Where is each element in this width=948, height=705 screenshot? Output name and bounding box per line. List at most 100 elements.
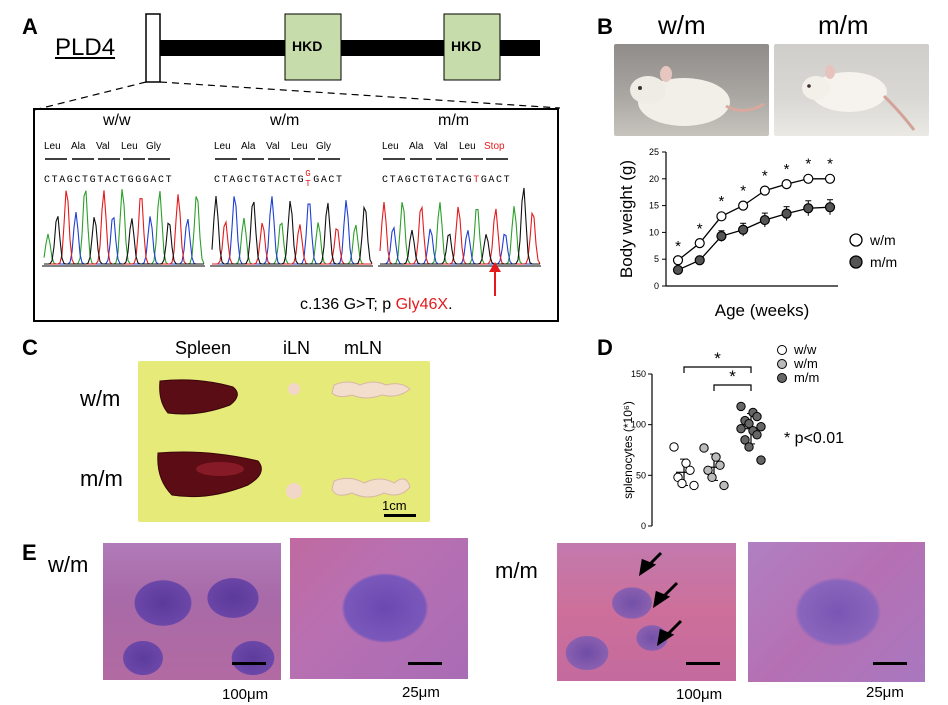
codon: Val	[266, 141, 280, 152]
data-point	[756, 421, 766, 432]
legend-label: w/m	[869, 232, 896, 248]
scale-bar-e4	[873, 662, 907, 665]
data-point	[685, 465, 695, 475]
data-point	[744, 418, 754, 429]
y-axis-label: Body weight (g)	[617, 160, 636, 278]
organ-row-label-mm: m/m	[80, 466, 123, 491]
data-point	[824, 173, 836, 184]
significance-bracket	[713, 384, 752, 391]
het-bottom: T	[305, 179, 313, 189]
data-point	[803, 203, 814, 214]
data-point	[711, 452, 721, 462]
chromatogram-trace	[380, 202, 540, 265]
splenocyte-chart: 0 50 100 150 splenocytes (*10⁶) * * w/ww/mm/m	[621, 342, 819, 531]
y-tick-label: 10	[649, 227, 659, 237]
data-point	[669, 442, 679, 452]
genotype-ww: w/w	[103, 112, 131, 129]
data-point	[677, 478, 687, 489]
spleen-wm	[159, 379, 238, 415]
hkd-label-1: HKD	[292, 38, 323, 54]
legend-label: m/m	[794, 370, 819, 385]
legend-label: w/w	[793, 342, 817, 357]
data-point	[694, 238, 705, 249]
scale-label-e3: 100μm	[676, 686, 723, 703]
significance-star: *	[675, 238, 681, 255]
hkd-domain-2	[443, 13, 501, 81]
significance-star: *	[697, 220, 703, 237]
significance-star: *	[805, 156, 811, 173]
data-point	[689, 480, 699, 491]
photo-label-mm: m/m	[818, 10, 869, 40]
significance-star: *	[740, 182, 746, 199]
histology-mm-high	[748, 542, 925, 682]
mutation-arrow-icon	[489, 262, 501, 296]
data-point	[672, 264, 684, 276]
seq-suffix: GACT	[480, 175, 512, 186]
data-point	[752, 430, 762, 440]
scale-bar-1cm	[384, 514, 416, 517]
scale-label-e4: 25μm	[866, 684, 904, 701]
significance-star: *	[762, 167, 768, 184]
organ-photo	[138, 361, 430, 522]
gene-bar	[150, 40, 540, 56]
histology-wm-low	[103, 543, 281, 680]
organ-label-mln: mLN	[344, 338, 383, 358]
data-point	[756, 455, 766, 465]
organ-row-label-wm: w/m	[80, 386, 121, 411]
chromatogram-trace	[212, 219, 372, 265]
data-point	[703, 465, 713, 475]
gene-diagram	[33, 13, 561, 111]
scale-label-e1: 100μm	[222, 686, 269, 703]
significance-star: *	[729, 367, 736, 386]
het-top: G	[305, 169, 313, 179]
data-point	[738, 200, 749, 211]
sequencing-box	[33, 108, 559, 322]
legend-marker	[777, 373, 787, 383]
histo-label-wm: w/m	[48, 552, 89, 577]
codon: Ala	[409, 141, 424, 152]
hkd-domain-1	[284, 13, 342, 81]
genotype-wm: w/m	[270, 112, 300, 129]
legend-label: w/m	[793, 356, 818, 371]
gene-name: PLD4	[55, 34, 116, 61]
x-axis-label: Age (weeks)	[715, 301, 809, 320]
panel-e-letter: E	[22, 540, 37, 565]
zoom-line-left	[33, 81, 147, 111]
y-axis-label: splenocytes (*10⁶)	[621, 401, 635, 499]
iln-mm	[286, 483, 302, 499]
data-point	[740, 435, 750, 445]
scale-label-e2: 25μm	[402, 684, 440, 701]
significance-star: *	[719, 193, 725, 210]
data-point	[699, 443, 709, 453]
data-point	[707, 472, 717, 483]
exon-box	[145, 13, 161, 83]
histology-wm-high	[290, 538, 468, 679]
chromatograms	[42, 187, 541, 267]
mutation-protein: Gly46X	[395, 296, 449, 313]
mouse-photo-mm	[774, 44, 929, 136]
codon: Leu	[459, 141, 476, 152]
y-tick-label: 25	[649, 147, 659, 157]
y-tick-label: 20	[649, 174, 659, 184]
organ-label-iln: iLN	[283, 338, 311, 358]
y-tick-label: 0	[641, 521, 646, 531]
y-tick-label: 150	[631, 369, 646, 379]
sequence-mm: CTAGCTGTACTGTGACT	[382, 175, 511, 186]
codon: Leu	[382, 141, 399, 152]
significance-star: *	[784, 161, 790, 178]
legend-marker	[849, 255, 863, 269]
y-tick-label: 15	[649, 201, 659, 211]
legend-marker	[777, 359, 787, 369]
data-point	[759, 214, 770, 226]
chromatogram-trace	[212, 196, 372, 265]
histo-label-mm: m/m	[495, 558, 538, 583]
organ-label-spleen: Spleen	[175, 338, 232, 358]
codon-underlines	[45, 158, 508, 160]
panel-a-letter: A	[22, 14, 38, 39]
stop-codon: Stop	[484, 141, 505, 152]
codon: Val	[434, 141, 448, 152]
chromatogram-trace	[380, 225, 540, 265]
data-point	[744, 442, 754, 452]
data-point	[824, 202, 836, 213]
mln-wm	[331, 381, 411, 399]
